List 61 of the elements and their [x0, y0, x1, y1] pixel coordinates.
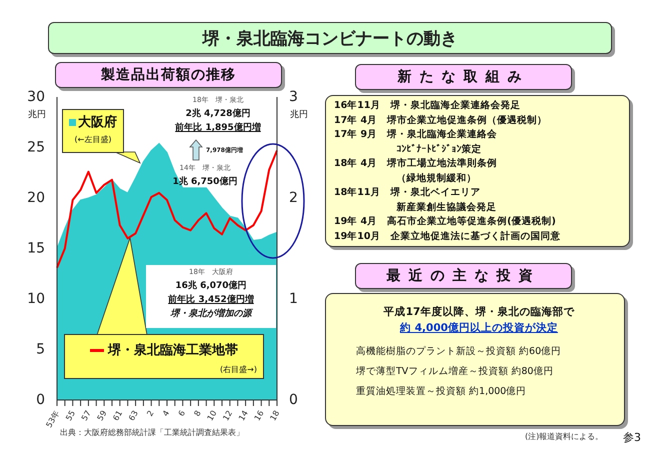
x-tick-label: 61 — [111, 409, 124, 422]
y-tick-label: 10 — [27, 291, 45, 307]
chart-subtitle: 製造品出荷額の推移 — [55, 62, 282, 88]
text: 参3 — [623, 430, 641, 445]
annotation: 16兆 6,070億円 — [174, 279, 248, 293]
text: 16年11月 堺・泉北臨海企業連絡会発足 — [334, 99, 522, 113]
text: 高機能樹脂のプラント新設～投資額 約60億円 — [355, 345, 562, 359]
y-tick-label: 0 — [36, 392, 45, 408]
text: (注)報道資料による。 — [525, 431, 604, 442]
y-axis-title: 兆円 — [28, 108, 46, 121]
text: （緑地規制緩和） — [396, 172, 478, 186]
y2-tick-label: 1 — [289, 291, 298, 307]
text: 新産業創生協議会発足 — [396, 200, 498, 214]
callout-box: 堺・泉北臨海工業地帯 (右目盛→) — [64, 334, 264, 379]
x-tick-label: 16 — [252, 409, 266, 422]
x-tick-label: 6 — [176, 409, 188, 418]
text: ｺﾝﾋﾞﾅｰﾄﾋﾞｼﾞｮﾝ策定 — [396, 142, 483, 156]
y-tick-label: 5 — [36, 342, 45, 358]
x-tick-label: 59 — [96, 409, 108, 422]
text: 平成17年度以降、堺・泉北の臨海部で — [382, 304, 576, 320]
y-tick-label: 20 — [27, 190, 45, 206]
text: 約 4,000億円以上の投資が決定 — [398, 320, 559, 336]
y2-tick-label: 3 — [289, 89, 298, 105]
x-tick-label: 8 — [192, 409, 203, 418]
x-tick-label: 2 — [145, 409, 156, 418]
y2-tick-label: 0 — [289, 392, 298, 408]
y2-axis-title: 兆円 — [290, 108, 308, 121]
text: 17年 9月 堺・泉北臨海企業連絡会 — [334, 128, 498, 142]
source-note: 出典：大阪府総務部統計課「工業統計調査結果表」 — [60, 427, 244, 438]
y2-tick-label: 2 — [289, 190, 298, 206]
callout-box: 大阪府 (←左目盛) — [62, 109, 124, 153]
y-tick-label: 25 — [27, 140, 45, 156]
x-tick-label: 10 — [206, 409, 218, 422]
text: 最近の主な投資 — [355, 263, 572, 289]
x-tick-label: 4 — [160, 409, 172, 418]
x-tick-label: 53年 — [44, 409, 62, 430]
x-tick-label: 12 — [221, 409, 234, 422]
text: 19年 4月 高石市企業立地等促進条例(優遇税制) — [334, 215, 557, 229]
text: 18年11月 堺・泉北ベイエリア — [334, 186, 482, 200]
text: 18年 4月 堺市工場立地法準則条例 — [334, 157, 498, 171]
text: 重質油処理装置～投資額 約1,000億円 — [355, 385, 528, 399]
text: 17年 4月 堺市企業立地促進条例（優遇税制） — [334, 114, 548, 128]
annotation: (右目盛→) — [220, 364, 257, 375]
text: 19年10月 企業立地促進法に基づく計画の国同意 — [334, 230, 562, 244]
y-tick-label: 15 — [27, 240, 45, 256]
annotation: (←左目盛) — [74, 134, 112, 145]
x-tick-label: 55 — [64, 409, 78, 422]
x-tick-label: 57 — [80, 409, 93, 422]
x-tick-label: 18 — [268, 409, 282, 422]
legend-label: 大阪府 — [77, 114, 118, 131]
x-tick-label: 63 — [127, 409, 140, 422]
legend-label: 堺・泉北臨海工業地帯 — [106, 342, 239, 359]
annotation: 2兆 4,728億円 — [184, 107, 252, 121]
annotation: 堺・泉北が増加の源 — [170, 307, 254, 321]
text: 堺・泉北臨海コンビナートの動き — [48, 22, 612, 54]
y-tick-label: 30 — [27, 89, 45, 105]
text: 堺で薄型TVフィルム増産～投資額 約80億円 — [355, 364, 554, 379]
text: 新たな取組み — [355, 64, 572, 90]
annotation: 前年比 3,452億円増 — [167, 293, 255, 307]
annotation: 前年比 1,895億円増 — [174, 121, 262, 135]
x-tick-label: 14 — [237, 409, 250, 422]
